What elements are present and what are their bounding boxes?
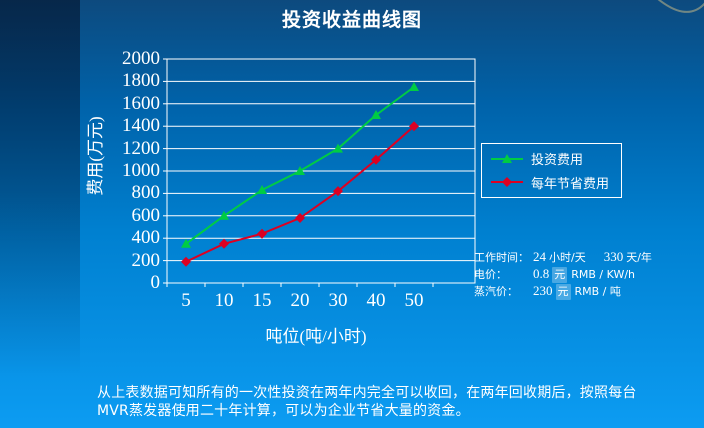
x-tick-label: 5	[181, 290, 191, 311]
left-accent-band	[0, 0, 80, 428]
info-unit: 元	[552, 267, 568, 283]
series-投资费用	[181, 82, 419, 248]
y-tick-label: 1600	[122, 92, 160, 114]
legend-item: 投资费用	[490, 149, 621, 168]
legend-item-label: 投资费用	[531, 153, 584, 169]
y-tick-label: 800	[131, 182, 161, 204]
y-tick-label: 1000	[122, 160, 160, 181]
info-unit: 小时/天	[549, 251, 586, 264]
info-label: 电价：	[474, 268, 507, 281]
y-tick-label: 1800	[122, 70, 160, 92]
x-tick-label: 50	[404, 290, 424, 311]
info-value: 0.8	[533, 266, 550, 281]
triangle-marker-icon	[491, 153, 523, 163]
info-unit-suffix: RMB / KW/h	[571, 268, 636, 281]
y-tick-label: 1200	[122, 137, 160, 159]
info-unit: 天/年	[626, 251, 652, 264]
info-row: 电价： 0.8 元 RMB / KW/h	[474, 266, 704, 283]
y-tick-label: 1400	[122, 115, 160, 137]
x-tick-label: 20	[290, 290, 310, 311]
axis-ticks	[163, 58, 434, 287]
x-tick-label: 40	[366, 290, 386, 311]
footer-paragraph: 从上表数据可知所有的一次性投资在两年内完全可以收回，在两年回收期后，按照每台MV…	[97, 385, 637, 419]
y-tick-label: 2000	[122, 48, 160, 69]
gridlines	[167, 80, 475, 262]
y-tick-label: 0	[150, 272, 161, 293]
series-每年节省费用	[181, 121, 419, 267]
y-tick-label: 400	[131, 227, 161, 249]
parameters-info-panel: 工作时间： 24 小时/天 330 天/年 电价： 0.8 元 RMB / KW/h 蒸汽价： 23…	[474, 249, 704, 300]
y-axis-title: 费用(万元)	[86, 116, 105, 196]
info-label: 蒸汽价：	[474, 285, 518, 298]
diamond-marker-icon	[491, 177, 523, 188]
info-row: 蒸汽价： 230 元 RMB / 吨	[474, 283, 704, 300]
info-label: 工作时间：	[474, 251, 529, 264]
x-tick-label: 10	[214, 290, 234, 311]
y-tick-label: 200	[131, 249, 161, 271]
slide-title: 投资收益曲线图	[281, 9, 422, 31]
info-unit: 元	[555, 284, 571, 300]
x-tick-label: 30	[328, 290, 348, 311]
y-tick-label: 600	[131, 204, 161, 226]
x-axis-title: 吨位(吨/小时)	[265, 327, 367, 346]
info-row: 工作时间： 24 小时/天 330 天/年	[474, 249, 704, 266]
info-value: 24	[533, 249, 546, 264]
info-value: 230	[533, 283, 553, 298]
info-unit-suffix: RMB / 吨	[574, 285, 621, 298]
legend-item: 每年节省费用	[490, 173, 621, 192]
legend-item-label: 每年节省费用	[531, 176, 610, 192]
x-tick-label: 15	[252, 290, 272, 311]
info-value: 330	[603, 249, 624, 264]
chart-legend: 投资费用每年节省费用	[481, 143, 622, 198]
